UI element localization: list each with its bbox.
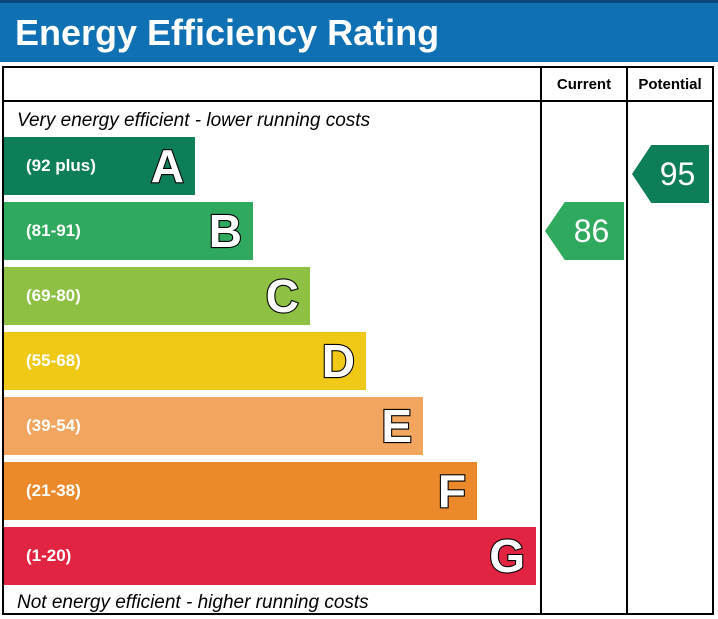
rating-table: Current Potential Very energy efficient … — [2, 66, 714, 615]
band-c-range-label: (69-80) — [26, 286, 81, 305]
band-g-letter: G — [488, 529, 526, 583]
band-row-d: (55-68) D — [4, 332, 366, 390]
current-rating-value: 86 — [573, 212, 610, 249]
title-bar: Energy Efficiency Rating — [0, 0, 718, 62]
band-e-range-label: (39-54) — [26, 416, 81, 435]
band-g-range-label: (1-20) — [26, 546, 72, 565]
band-row-g: (1-20) G — [4, 527, 536, 585]
band-d-range-label: (55-68) — [26, 351, 81, 370]
bottom-note: Not energy efficient - higher running co… — [17, 592, 369, 613]
band-row-e: (39-54) E — [4, 397, 423, 455]
potential-rating-value: 95 — [659, 155, 696, 192]
band-e-letter: E — [380, 399, 413, 453]
bands-column: Very energy efficient - lower running co… — [4, 102, 540, 614]
band-c-letter: C — [265, 269, 300, 323]
band-a-letter: A — [150, 139, 185, 193]
band-a-range-label: (92 plus) — [26, 156, 96, 175]
band-b-letter: B — [208, 204, 243, 258]
header-spacer-cell — [4, 68, 540, 102]
top-note: Very energy efficient - lower running co… — [17, 110, 371, 131]
page-title: Energy Efficiency Rating — [15, 11, 440, 53]
band-row-f: (21-38) F — [4, 462, 477, 520]
band-b-range-label: (81-91) — [26, 221, 81, 240]
band-f-letter: F — [437, 464, 467, 518]
potential-rating-arrow: 95 — [632, 145, 709, 203]
current-column: 86 — [540, 102, 626, 614]
band-row-a: (92 plus) A — [4, 137, 195, 195]
header-current: Current — [540, 68, 626, 102]
band-f-range-label: (21-38) — [26, 481, 81, 500]
band-row-c: (69-80) C — [4, 267, 310, 325]
current-rating-arrow: 86 — [545, 202, 624, 260]
band-d-letter: D — [321, 334, 356, 388]
header-potential: Potential — [626, 68, 712, 102]
band-row-b: (81-91) B — [4, 202, 253, 260]
potential-column: 95 — [626, 102, 712, 614]
